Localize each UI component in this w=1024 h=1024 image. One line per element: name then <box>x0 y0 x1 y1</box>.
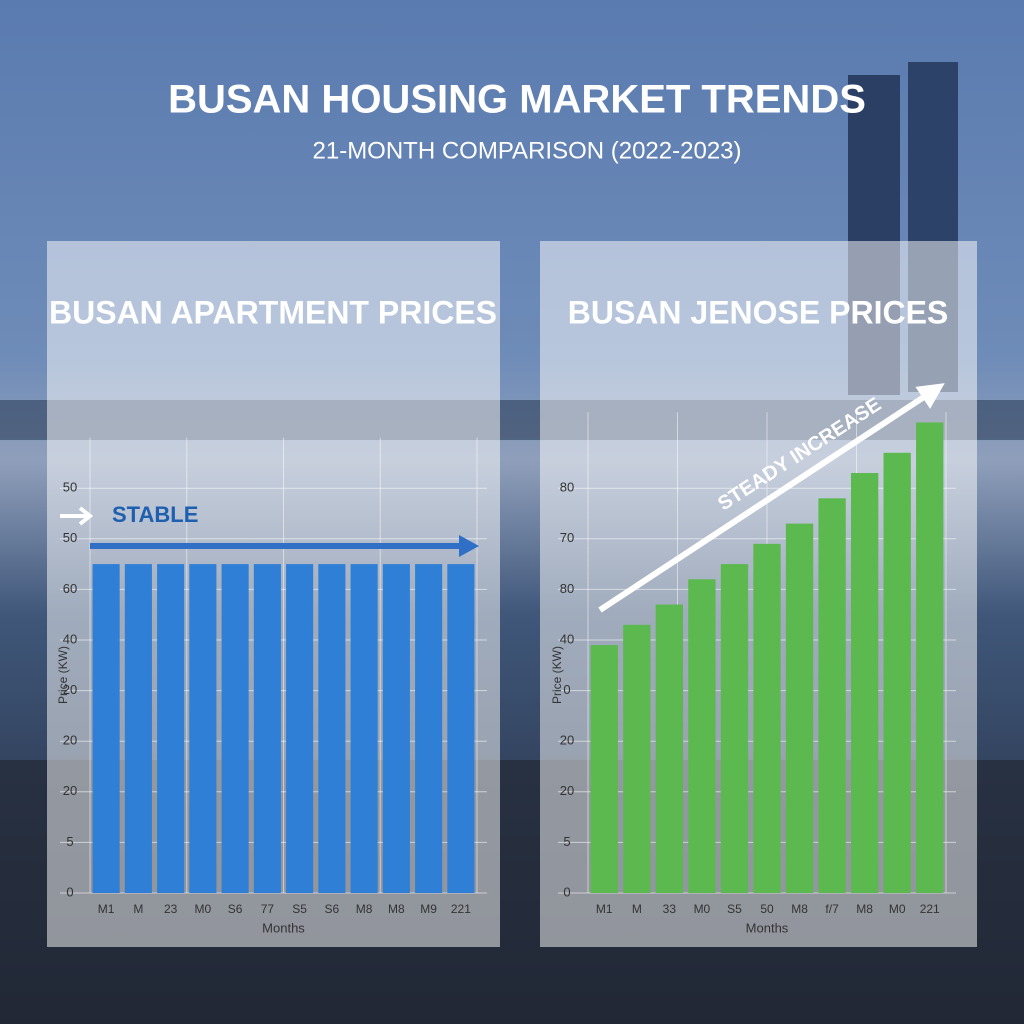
page-subtitle: 21-MONTH COMPARISON (2022-2023) <box>313 137 742 164</box>
x-axis-label: Months <box>746 920 789 935</box>
y-tick-label: 50 <box>63 530 77 545</box>
bar <box>688 579 716 893</box>
y-tick-label: 20 <box>63 733 77 748</box>
y-tick-label: 50 <box>63 480 77 495</box>
bar <box>623 624 651 893</box>
y-tick-label: 0 <box>563 682 570 697</box>
x-tick-label: 221 <box>451 902 471 916</box>
bar <box>350 564 378 893</box>
y-tick-label: 0 <box>563 884 570 899</box>
x-tick-label: M0 <box>195 902 212 916</box>
y-tick-label: 20 <box>63 682 77 697</box>
x-tick-label: M0 <box>694 902 711 916</box>
x-tick-label: 221 <box>920 902 940 916</box>
x-tick-label: M <box>632 902 642 916</box>
x-tick-label: M8 <box>356 902 373 916</box>
y-tick-label: 5 <box>563 834 570 849</box>
y-tick-label: 20 <box>560 733 574 748</box>
x-tick-label: M9 <box>420 902 437 916</box>
y-tick-label: 60 <box>63 581 77 596</box>
bar <box>720 564 749 893</box>
bar <box>124 564 152 893</box>
bar <box>753 543 781 893</box>
chart-title: BUSAN JENOSE PRICES <box>568 294 949 330</box>
arrow <box>60 506 94 526</box>
bar <box>382 564 410 893</box>
x-tick-label: S6 <box>228 902 243 916</box>
x-tick-label: S6 <box>325 902 340 916</box>
bar <box>655 604 684 893</box>
bar <box>785 523 814 893</box>
trend-arrow <box>598 390 932 613</box>
y-tick-label: 5 <box>66 834 73 849</box>
bar <box>883 452 911 893</box>
x-tick-label: 33 <box>663 902 677 916</box>
x-tick-label: M0 <box>889 902 906 916</box>
bar <box>157 564 185 893</box>
x-tick-label: 77 <box>261 902 275 916</box>
bar <box>590 645 618 893</box>
bar <box>286 564 314 893</box>
y-tick-label: 0 <box>66 884 73 899</box>
chart-title: BUSAN APARTMENT PRICES <box>49 294 497 330</box>
x-tick-label: M <box>133 902 143 916</box>
bar <box>253 564 281 893</box>
bar <box>818 498 846 893</box>
bar <box>318 564 346 893</box>
arrow-head <box>915 383 945 409</box>
y-axis-label: Price (KW) <box>550 646 564 704</box>
arrow-head <box>459 535 479 557</box>
x-tick-label: S5 <box>727 902 742 916</box>
bar <box>415 564 443 893</box>
y-tick-label: 80 <box>560 480 574 495</box>
x-tick-label: M1 <box>98 902 115 916</box>
page-title: BUSAN HOUSING MARKET TRENDS <box>168 78 866 122</box>
bar <box>850 473 879 893</box>
bar <box>447 564 475 893</box>
x-tick-label: S5 <box>292 902 307 916</box>
x-tick-label: 23 <box>164 902 178 916</box>
bar <box>916 422 944 893</box>
y-tick-label: 40 <box>63 631 77 646</box>
bar <box>221 564 249 893</box>
x-tick-label: M1 <box>596 902 613 916</box>
bar <box>92 564 120 893</box>
y-tick-label: 80 <box>560 581 574 596</box>
x-tick-label: M8 <box>791 902 808 916</box>
y-tick-label: 70 <box>560 530 574 545</box>
y-tick-label: 20 <box>560 783 574 798</box>
y-axis-label: Price (KW) <box>56 646 70 704</box>
x-axis-label: Months <box>262 920 305 935</box>
y-tick-label: 40 <box>560 631 574 646</box>
y-tick-label: 20 <box>63 783 77 798</box>
x-tick-label: M8 <box>388 902 405 916</box>
x-tick-label: f/7 <box>825 902 839 916</box>
bar <box>189 564 217 893</box>
annotation: STABLE <box>112 502 198 527</box>
x-tick-label: 50 <box>760 902 774 916</box>
x-tick-label: M8 <box>856 902 873 916</box>
